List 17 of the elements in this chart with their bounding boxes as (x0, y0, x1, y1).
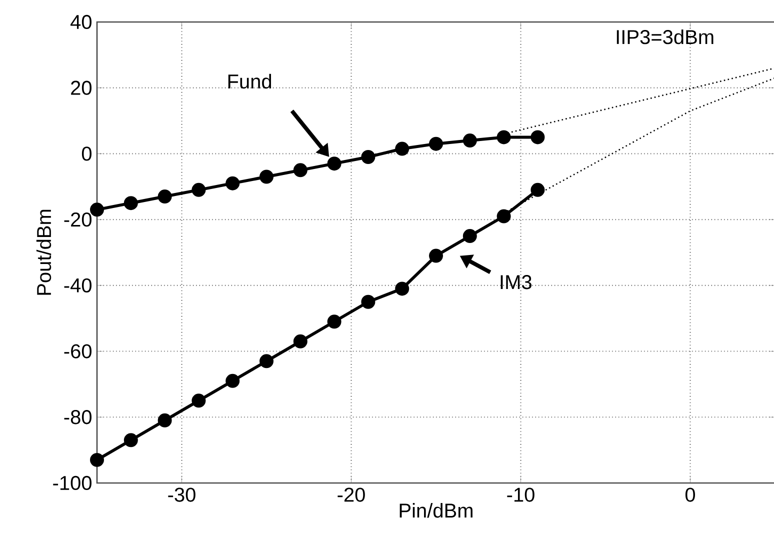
y-axis-title: Pout/dBm (36, 210, 52, 295)
y-tick-label: -40 (64, 278, 92, 292)
x-axis-title: Pin/dBm (400, 503, 472, 518)
annotation: IIP3=3dBm (616, 29, 714, 44)
y-tick-label: 0 (82, 146, 92, 161)
y-tick-label: 40 (70, 14, 92, 30)
y-tick-label: -60 (64, 344, 92, 358)
x-tick-label: -20 (338, 488, 365, 502)
x-tick-label: 0 (685, 488, 696, 502)
x-tick-label: -10 (507, 488, 534, 502)
y-tick-label: 20 (71, 80, 92, 95)
x-tick-label: -30 (168, 488, 196, 502)
y-tick-label: -20 (64, 212, 92, 227)
annotation: Fund (228, 74, 272, 89)
y-tick-label: -80 (64, 410, 92, 424)
y-tick-label: -100 (53, 476, 92, 490)
annotation: IM3 (500, 275, 532, 290)
